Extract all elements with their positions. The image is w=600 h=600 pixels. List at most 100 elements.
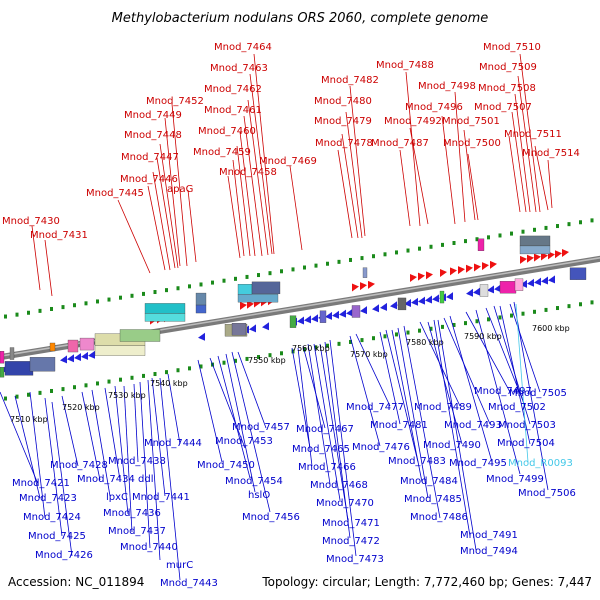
gene-box xyxy=(231,322,247,336)
connector-line xyxy=(517,75,537,213)
gene-arrow-reverse xyxy=(466,288,473,297)
ruler-dot xyxy=(337,259,341,264)
gene-label-top: Mnod_7480 xyxy=(314,96,372,107)
gene-box xyxy=(144,303,186,314)
connector-line xyxy=(187,189,197,263)
connector-line xyxy=(329,339,357,557)
gene-arrow-forward xyxy=(466,264,473,273)
connector-line xyxy=(231,351,271,513)
gene-label-bottom: Mnod_7473 xyxy=(326,554,384,565)
connector-line xyxy=(297,347,313,467)
gene-label-bottom: Mnod_7428 xyxy=(50,460,108,471)
gene-label-bottom: Mnod_7503 xyxy=(498,420,556,431)
ruler-dot xyxy=(429,326,433,331)
gene-label-bottom: Mnod_7426 xyxy=(35,550,93,561)
connector-line xyxy=(225,353,256,493)
gene-box xyxy=(499,281,517,294)
gene-label-top: Mnod_7464 xyxy=(214,42,272,53)
gene-arrow-reverse xyxy=(425,295,432,304)
ruler-dot xyxy=(567,304,571,309)
ruler-tick-label: 7560 kbp xyxy=(292,344,330,353)
gene-arrow-forward xyxy=(247,300,254,309)
connector-line xyxy=(133,383,139,463)
connector-line xyxy=(302,345,326,429)
connector-line xyxy=(349,85,366,237)
ruler-dot xyxy=(314,263,318,268)
gene-arrow-reverse xyxy=(262,322,269,331)
connector-line xyxy=(509,303,541,393)
ruler-dot xyxy=(544,225,548,230)
ruler-dot xyxy=(257,355,260,360)
gene-label-bottom: Mnod_7443 xyxy=(160,578,218,589)
ruler-dot xyxy=(452,323,456,327)
gene-arrow-reverse xyxy=(249,324,256,333)
ruler-dot xyxy=(96,381,99,386)
ruler-dot xyxy=(107,379,111,384)
connector-line xyxy=(151,377,166,497)
ruler-dot xyxy=(303,265,306,270)
gene-label-top: Mnod_7507 xyxy=(474,102,532,113)
ruler-dot xyxy=(234,276,237,281)
gene-label-bottom: Mnod_7489 xyxy=(414,402,472,413)
ruler-dot xyxy=(107,297,111,302)
connector-line xyxy=(433,319,471,537)
ruler-dot xyxy=(165,288,168,293)
connector-line xyxy=(253,53,275,255)
gene-arrow-forward xyxy=(450,267,457,276)
gene-label-top: Mnod_7459 xyxy=(193,147,251,158)
ruler-dot xyxy=(533,227,536,232)
gene-box xyxy=(519,235,551,247)
gene-label-top: Mnod_7508 xyxy=(478,83,536,94)
gene-arrow-reverse xyxy=(60,355,67,364)
gene-box xyxy=(79,337,95,351)
ruler-dot xyxy=(510,313,513,318)
connector-line xyxy=(44,239,53,297)
gene-arrow-reverse xyxy=(411,297,418,306)
gene-box xyxy=(479,284,489,297)
gene-arrow-forward xyxy=(490,260,497,269)
ruler-dot xyxy=(406,248,410,253)
gene-label-bottom: ddl xyxy=(138,474,153,485)
ruler-dot xyxy=(96,299,99,304)
ruler-dot xyxy=(579,302,582,307)
connector-line xyxy=(467,153,479,221)
ruler-dot xyxy=(176,368,180,373)
gene-label-bottom: Mnod_7491 xyxy=(460,530,518,541)
gene-box xyxy=(519,245,551,255)
ruler-dot xyxy=(498,315,502,320)
ruler-dot xyxy=(395,332,398,337)
ruler-dot xyxy=(4,396,7,401)
connector-line xyxy=(51,401,73,557)
gene-label-bottom: Mnod_7457 xyxy=(232,422,290,433)
gene-box xyxy=(195,292,207,306)
ruler-dot xyxy=(130,375,134,380)
gene-box xyxy=(569,267,587,280)
gene-arrow-forward xyxy=(562,249,569,258)
ruler-dot xyxy=(15,394,19,399)
ruler-tick-label: 7580 kbp xyxy=(406,338,444,347)
connector-line xyxy=(237,351,267,429)
connector-line xyxy=(167,373,181,445)
connector-line xyxy=(159,143,179,269)
connector-line xyxy=(209,357,246,449)
gene-box xyxy=(439,290,445,304)
ruler-tick-label: 7550 kbp xyxy=(248,356,286,365)
gene-box xyxy=(0,367,5,378)
connector-line xyxy=(345,111,363,239)
ruler-tick-label: 7510 kbp xyxy=(10,415,48,424)
gene-arrow-reverse xyxy=(81,351,88,360)
gene-arrow-reverse xyxy=(487,285,494,294)
ruler-dot xyxy=(84,301,88,306)
connector-line xyxy=(409,127,429,225)
ruler-dot xyxy=(61,387,65,392)
map-title: Methylobacterium nodulans ORS 2060, comp… xyxy=(112,11,489,26)
connector-line xyxy=(91,389,111,497)
ruler-dot xyxy=(38,390,42,395)
ruler-dot xyxy=(521,229,525,234)
ruler-tick-label: 7600 kbp xyxy=(532,324,570,333)
ruler-dot xyxy=(84,383,88,388)
gene-box xyxy=(289,315,297,328)
ruler-dot xyxy=(38,308,42,313)
ruler-dot xyxy=(61,305,65,310)
ruler-dot xyxy=(50,388,53,393)
